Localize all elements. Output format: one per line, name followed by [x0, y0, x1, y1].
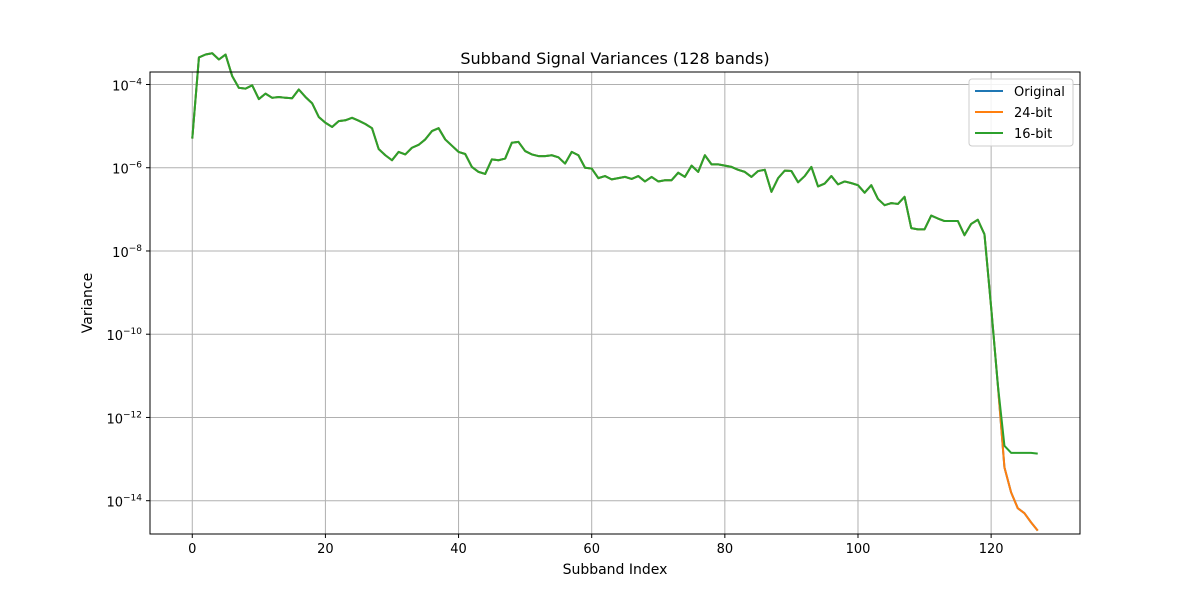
y-axis-label: Variance [80, 273, 96, 333]
y-tick-label: 10−6 [112, 161, 142, 178]
y-tick-base: 10 [106, 329, 123, 344]
plot-area-frame [149, 71, 1081, 535]
y-tick-label: 10−4 [112, 77, 142, 94]
y-tick-exponent: −10 [123, 327, 142, 337]
y-tick-base: 10 [112, 246, 129, 261]
y-tick-exponent: −14 [123, 494, 142, 504]
grid-lines [150, 72, 1080, 534]
y-tick-base: 10 [112, 79, 129, 94]
x-tick-label: 120 [979, 542, 1004, 557]
y-tick-base: 10 [112, 163, 129, 178]
legend-label: Original [1014, 85, 1065, 100]
y-tick-base: 10 [106, 412, 123, 427]
series-line-16-bit [191, 52, 1038, 455]
x-tick-label: 0 [188, 542, 196, 557]
x-axis-label: Subband Index [563, 562, 668, 578]
legend: Original 24-bit 16-bit [968, 78, 1074, 147]
legend-label: 16-bit [1014, 127, 1052, 142]
y-tick-label: 10−8 [112, 244, 142, 261]
y-tick-exponent: −12 [123, 410, 142, 420]
y-tick-label: 10−10 [106, 327, 142, 344]
y-tick-exponent: −6 [129, 161, 143, 171]
series-lines [191, 52, 1039, 532]
x-axis-ticks: 0 20 40 60 80 100 120 [188, 534, 1004, 557]
x-tick-label: 60 [583, 542, 600, 557]
x-tick-label: 20 [317, 542, 334, 557]
x-tick-label: 100 [846, 542, 871, 557]
chart-title: Subband Signal Variances (128 bands) [460, 49, 769, 68]
x-tick-label: 40 [450, 542, 467, 557]
y-tick-label: 10−12 [106, 410, 142, 427]
y-tick-base: 10 [106, 496, 123, 511]
legend-label: 24-bit [1014, 106, 1052, 121]
y-tick-label: 10−14 [106, 494, 142, 511]
y-tick-exponent: −8 [129, 244, 143, 254]
legend-box [968, 78, 1074, 147]
x-tick-label: 80 [717, 542, 734, 557]
y-tick-exponent: −4 [129, 77, 143, 87]
